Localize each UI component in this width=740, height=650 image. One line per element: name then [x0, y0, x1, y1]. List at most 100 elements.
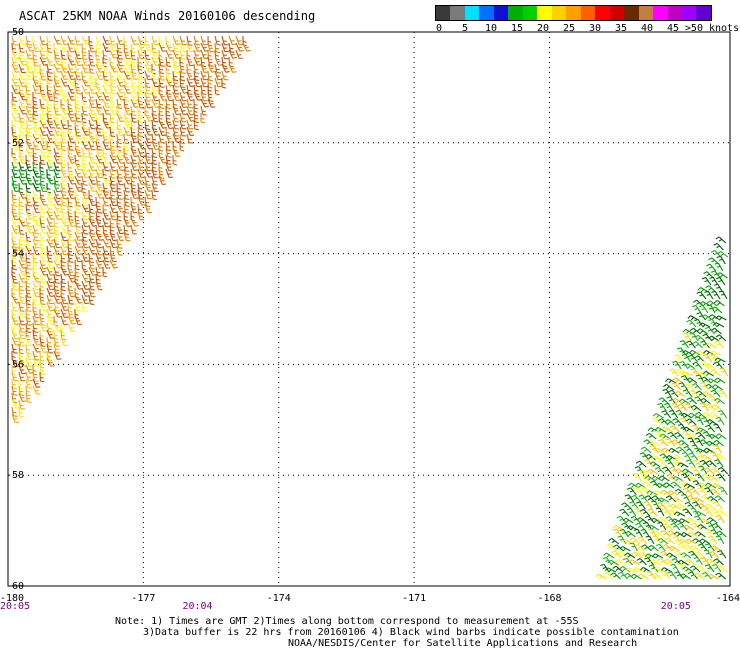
wind-barb-staff: [598, 573, 607, 580]
wind-barb-staff: [695, 341, 703, 349]
wind-barb-feather: [40, 285, 44, 288]
wind-barb-staff: [46, 84, 49, 95]
map-border: [7, 31, 731, 587]
wind-barb-feather: [666, 504, 670, 508]
wind-barb-feather: [622, 557, 627, 561]
wind-barb-feather: [147, 67, 151, 70]
wind-barb-feather: [719, 274, 724, 278]
wind-barb-feather: [696, 302, 700, 305]
wind-barb-feather: [706, 449, 711, 453]
wind-barb-staff: [39, 56, 45, 66]
wind-barb-feather: [655, 575, 659, 579]
wind-barb-feather: [669, 425, 674, 429]
wind-barb-staff: [686, 389, 693, 398]
wind-barb-feather: [131, 184, 136, 187]
wind-barb-staff: [123, 105, 128, 115]
wind-barb-staff: [18, 105, 24, 115]
wind-barb-staff: [634, 551, 643, 559]
wind-barb-staff: [151, 168, 155, 178]
wind-barb-staff: [60, 224, 66, 234]
wind-barb-feather: [204, 105, 209, 108]
wind-barb-feather: [124, 51, 129, 54]
wind-barb-feather: [12, 387, 17, 390]
wind-barb-staff: [32, 84, 37, 94]
wind-barb-feather: [662, 435, 667, 439]
wind-barb-staff: [81, 217, 86, 227]
wind-barb-feather: [645, 503, 650, 506]
wind-barb-staff: [81, 210, 85, 220]
wind-barb-staff: [692, 488, 700, 496]
wind-barb-feather: [628, 559, 633, 563]
wind-barb-feather: [696, 427, 701, 432]
wind-barb-staff: [151, 112, 155, 122]
wind-barb-feather: [103, 233, 109, 236]
wind-barb-staff: [719, 277, 726, 286]
wind-barb-feather: [67, 54, 72, 57]
wind-barb-feather: [706, 558, 711, 562]
wind-barb-feather: [609, 546, 614, 549]
wind-barb-feather: [692, 459, 697, 463]
wind-barb-feather: [696, 498, 700, 503]
wind-barb-staff: [18, 350, 21, 361]
wind-barb-staff: [709, 517, 718, 524]
wind-barb-feather: [145, 128, 151, 131]
wind-barb-feather: [690, 455, 695, 458]
wind-barb-feather: [709, 302, 714, 306]
colorbar-label: 25: [562, 23, 576, 34]
wind-barb-staff: [46, 280, 51, 290]
wind-barb-feather: [704, 487, 709, 490]
wind-barb-staff: [39, 140, 44, 150]
wind-barb-staff: [622, 565, 631, 573]
wind-barb-feather: [710, 508, 715, 511]
wind-barb-staff: [11, 56, 15, 66]
wind-barb-feather: [222, 61, 227, 64]
wind-barb-feather: [661, 426, 666, 430]
wind-barb-staff: [18, 126, 22, 136]
wind-barb-feather: [655, 430, 660, 433]
wind-barb-staff: [647, 501, 653, 510]
wind-barb-feather: [152, 170, 157, 173]
wind-barb-feather: [644, 475, 649, 479]
wind-barb-feather: [688, 420, 693, 424]
wind-barb-staff: [53, 119, 58, 129]
wind-barb-feather: [712, 563, 717, 567]
wind-barb-feather: [153, 163, 158, 166]
wind-barb-feather: [119, 67, 123, 70]
wind-barb-feather: [675, 409, 681, 413]
wind-barb-feather: [664, 419, 669, 423]
wind-barb-staff: [718, 572, 726, 580]
wind-barb-staff: [193, 35, 197, 45]
wind-barb-feather: [671, 402, 676, 405]
wind-barb-feather: [654, 566, 658, 571]
wind-barb-staff: [172, 49, 177, 59]
wind-barb-feather: [692, 392, 696, 396]
wind-barb-feather: [700, 546, 705, 549]
wind-barb-staff: [648, 432, 657, 440]
wind-barb-staff: [716, 243, 724, 251]
wind-barb-feather: [683, 378, 688, 381]
wind-barb-feather: [96, 138, 100, 141]
wind-barb-staff: [666, 482, 675, 489]
wind-barb-staff: [130, 140, 133, 151]
wind-barb-feather: [626, 507, 632, 511]
wind-barb-feather: [678, 470, 682, 474]
wind-barb-staff: [67, 266, 72, 276]
wind-barb-feather: [715, 426, 720, 429]
wind-barb-feather: [693, 469, 697, 472]
wind-barb-staff: [18, 70, 23, 80]
wind-barb-feather: [630, 573, 635, 578]
wind-barb-feather: [690, 435, 695, 439]
wind-barb-feather: [644, 557, 649, 560]
wind-barb-staff: [716, 444, 722, 454]
wind-barb-staff: [18, 77, 23, 87]
colorbar-swatch: [667, 6, 682, 20]
wind-barb-staff: [186, 77, 191, 87]
wind-barb-feather: [686, 340, 691, 344]
wind-barb-feather: [61, 163, 67, 166]
wind-barb-staff: [25, 133, 28, 143]
wind-barb-staff: [60, 161, 63, 171]
wind-barb-feather: [63, 221, 67, 224]
wind-barb-staff: [683, 552, 692, 559]
wind-barb-feather: [88, 194, 93, 197]
wind-barb-feather: [709, 350, 714, 355]
